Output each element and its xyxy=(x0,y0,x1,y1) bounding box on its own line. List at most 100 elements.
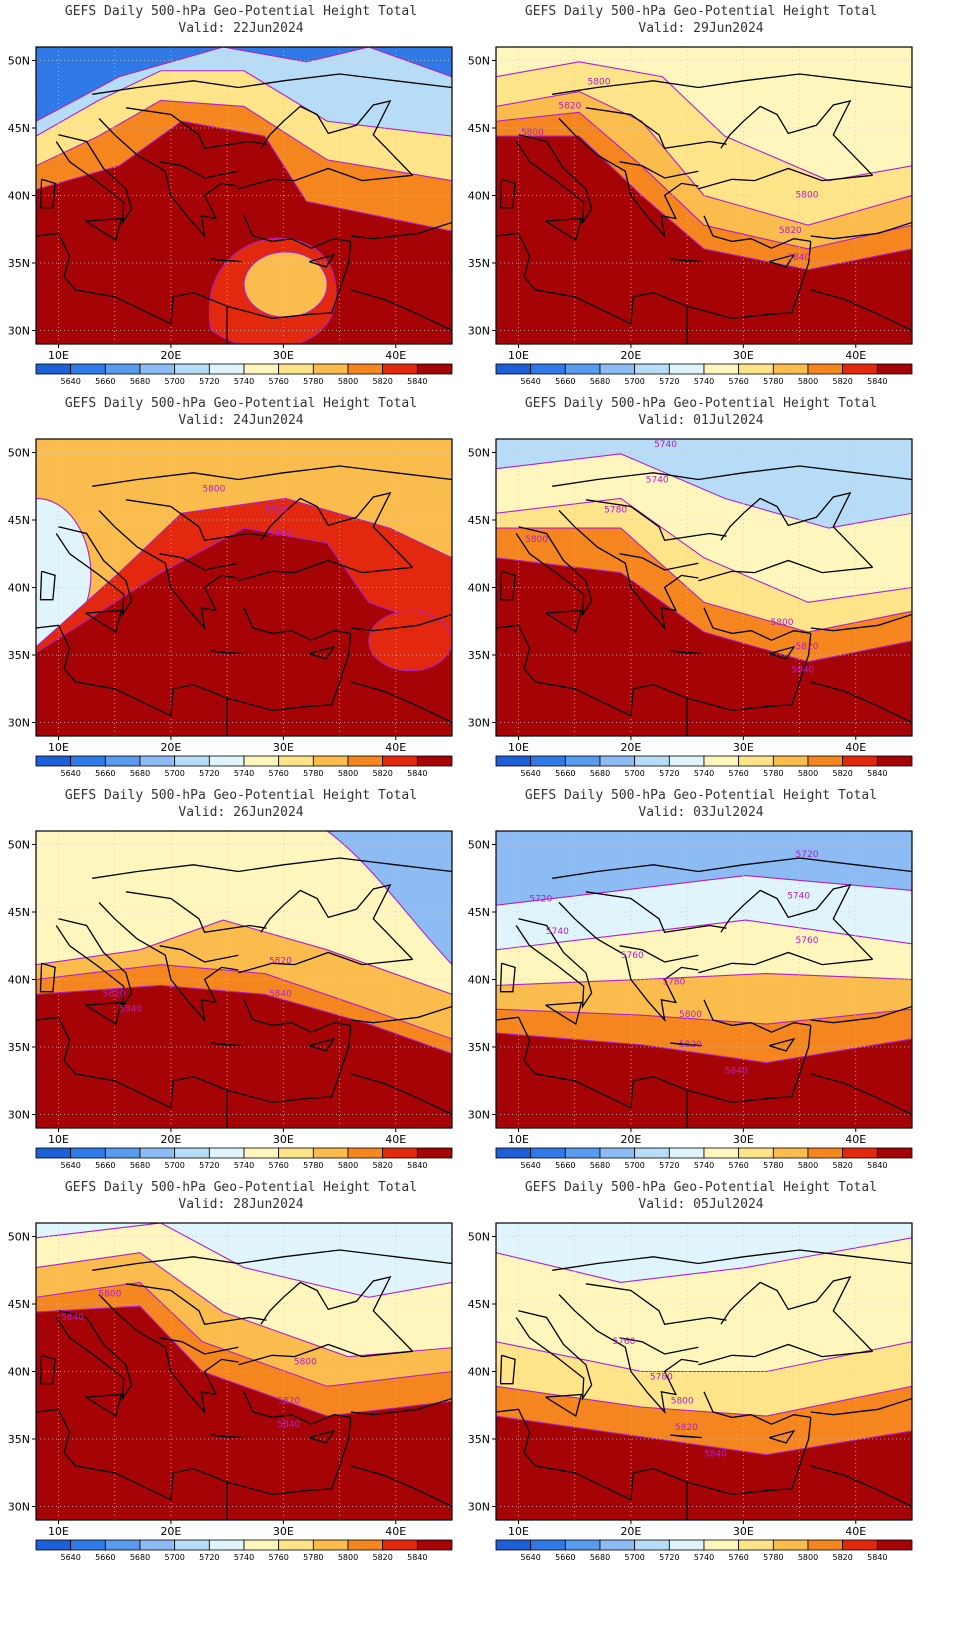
colorbar-swatch xyxy=(495,363,532,375)
lat-tick-label: 50N xyxy=(468,55,490,68)
coastline xyxy=(769,1417,812,1491)
colorbar-label: 5640 xyxy=(520,1553,540,1562)
colorbar-swatch xyxy=(382,755,418,767)
contour-label: 5800 xyxy=(796,191,819,201)
contour-label: 5720 xyxy=(529,894,552,904)
coastline xyxy=(545,217,583,242)
colorbar-swatch xyxy=(312,363,349,375)
map-panel: GEFS Daily 500-hPa Geo-Potential Height … xyxy=(0,784,482,1194)
coastline xyxy=(159,1337,239,1355)
colorbar-swatch xyxy=(278,1147,314,1159)
coastline xyxy=(350,681,452,724)
lat-tick-label: 30N xyxy=(468,1109,490,1122)
colorbar-swatch xyxy=(772,1539,809,1551)
colorbar-label: 5760 xyxy=(728,377,748,386)
coastline xyxy=(350,1005,452,1024)
lat-tick-label: 45N xyxy=(468,1298,490,1311)
colorbar-swatch xyxy=(564,1147,601,1159)
lat-tick-label: 50N xyxy=(468,839,490,852)
colorbar-swatch xyxy=(35,363,72,375)
colorbar-swatch xyxy=(70,363,106,375)
coastline xyxy=(496,624,770,717)
contour-label: 5820 xyxy=(265,505,288,515)
coastline xyxy=(810,221,912,240)
lat-tick-label: 40N xyxy=(468,1366,490,1379)
contour-label: 5760 xyxy=(621,951,644,961)
colorbar-label: 5660 xyxy=(555,769,575,778)
coastline xyxy=(210,1042,242,1047)
colorbar-label: 5680 xyxy=(130,769,150,778)
lon-tick-label: 20E xyxy=(160,1133,181,1146)
contour-label: 5820 xyxy=(796,642,819,652)
colorbar-label: 5660 xyxy=(555,1161,575,1170)
colorbar-swatch xyxy=(668,1147,705,1159)
contour-label: 5820 xyxy=(269,957,292,967)
colorbar-label: 5740 xyxy=(234,769,254,778)
coastline xyxy=(55,918,133,1009)
map-panel: GEFS Daily 500-hPa Geo-Potential Height … xyxy=(460,0,942,410)
panel-valid-date: Valid: 22Jun2024 xyxy=(178,21,304,36)
contour-label: 5840 xyxy=(119,1004,142,1014)
colorbar-label: 5720 xyxy=(199,1553,219,1562)
coastline xyxy=(810,289,912,332)
colorbar-swatch xyxy=(738,1147,774,1159)
lat-tick-label: 30N xyxy=(468,1501,490,1514)
lon-tick-label: 30E xyxy=(273,741,294,754)
panel-title: GEFS Daily 500-hPa Geo-Potential Height … xyxy=(64,788,418,803)
coastline xyxy=(350,221,452,240)
coastline xyxy=(703,1391,811,1425)
colorbar-label: 5640 xyxy=(60,1161,80,1170)
colorbar-swatch xyxy=(668,1539,705,1551)
lon-tick-label: 30E xyxy=(733,1525,754,1538)
colorbar-swatch xyxy=(139,363,176,375)
colorbar-label: 5780 xyxy=(303,769,323,778)
lon-tick-label: 30E xyxy=(273,349,294,362)
colorbar-label: 5740 xyxy=(694,769,714,778)
lat-tick-label: 50N xyxy=(8,447,30,460)
lat-tick-label: 30N xyxy=(8,325,30,338)
colorbar-swatch xyxy=(416,755,453,767)
colorbar-label: 5760 xyxy=(728,1553,748,1562)
colorbar-swatch xyxy=(243,1539,280,1551)
height-band xyxy=(496,557,912,736)
lat-tick-label: 40N xyxy=(8,974,30,987)
colorbar-swatch xyxy=(347,1539,384,1551)
colorbar-label: 5740 xyxy=(694,377,714,386)
colorbar-label: 5820 xyxy=(372,1553,392,1562)
height-map: 5800 5840 5800 5820 5840 50N 45N 40N 35N 30N 10E 20… xyxy=(8,1222,453,1562)
coastline xyxy=(309,1429,336,1444)
coastline xyxy=(85,217,123,242)
colorbar-label: 5660 xyxy=(95,377,115,386)
coastline xyxy=(552,73,912,95)
lon-tick-label: 10E xyxy=(508,349,529,362)
coastline xyxy=(92,73,452,95)
coastline xyxy=(243,607,351,641)
colorbar-label: 5660 xyxy=(95,1553,115,1562)
coastline xyxy=(260,884,414,960)
lon-tick-label: 40E xyxy=(385,349,406,362)
contour-label: 5820 xyxy=(558,101,581,111)
colorbar-swatch xyxy=(243,755,280,767)
contour-label: 5840 xyxy=(787,253,810,263)
coastline xyxy=(98,118,239,239)
lat-tick-label: 40N xyxy=(468,974,490,987)
contour-label: 5780 xyxy=(604,505,627,515)
coastline xyxy=(98,510,239,631)
lon-tick-label: 40E xyxy=(385,1525,406,1538)
coastline xyxy=(85,1001,123,1026)
coastline xyxy=(558,510,699,631)
coastline xyxy=(309,253,336,268)
colorbar-label: 5840 xyxy=(407,769,427,778)
coastline xyxy=(39,1354,56,1385)
lat-tick-label: 30N xyxy=(468,717,490,730)
panel-title: GEFS Daily 500-hPa Geo-Potential Height … xyxy=(64,4,418,19)
colorbar-label: 5720 xyxy=(659,1161,679,1170)
colorbar-swatch xyxy=(139,755,176,767)
lon-tick-label: 30E xyxy=(733,349,754,362)
colorbar-label: 5820 xyxy=(832,1161,852,1170)
colorbar-swatch xyxy=(530,363,566,375)
coastline xyxy=(309,1417,352,1491)
colorbar-label: 5820 xyxy=(832,377,852,386)
colorbar-label: 5700 xyxy=(164,1161,184,1170)
coastline xyxy=(85,609,123,634)
